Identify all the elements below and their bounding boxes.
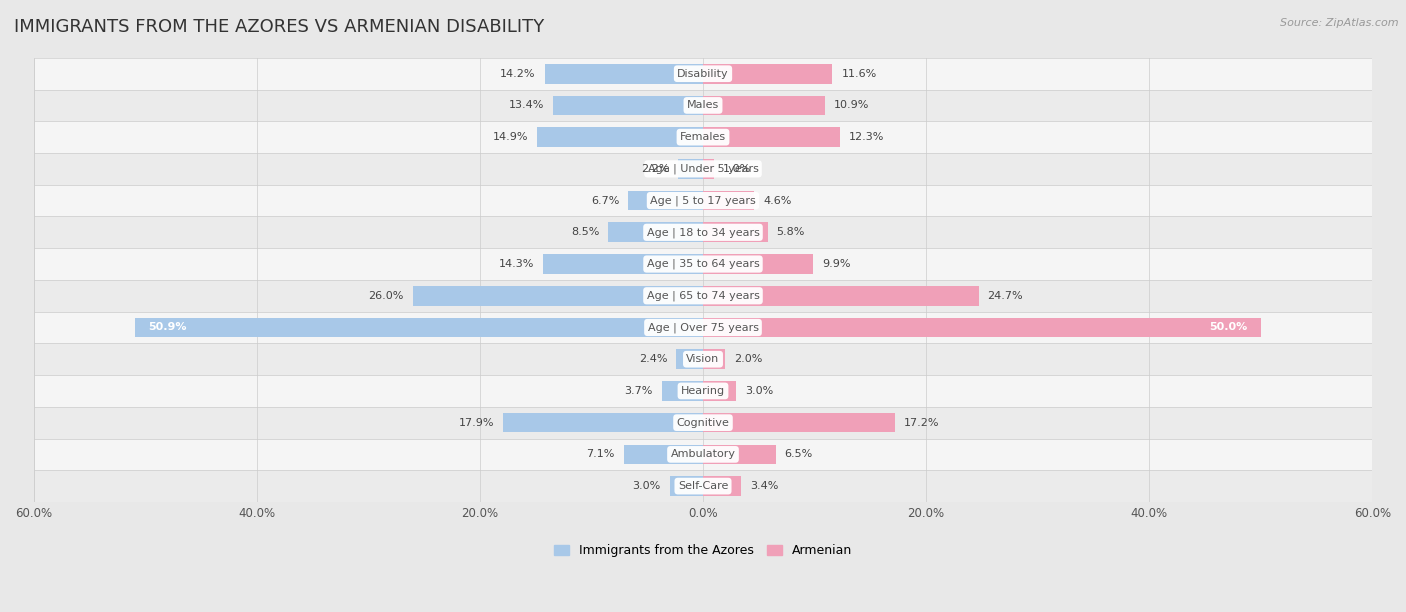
Bar — [703, 444, 776, 465]
Bar — [34, 280, 1372, 312]
Text: 8.5%: 8.5% — [571, 227, 599, 237]
Bar — [676, 349, 703, 369]
Bar — [34, 153, 1372, 185]
Bar — [703, 223, 768, 242]
Bar — [413, 286, 703, 305]
Text: 17.2%: 17.2% — [904, 417, 939, 428]
Bar — [537, 127, 703, 147]
Bar — [34, 217, 1372, 248]
Text: 2.2%: 2.2% — [641, 164, 669, 174]
Bar — [34, 121, 1372, 153]
Text: Age | 18 to 34 years: Age | 18 to 34 years — [647, 227, 759, 237]
Bar — [34, 407, 1372, 439]
Text: 3.7%: 3.7% — [624, 386, 652, 396]
Text: 24.7%: 24.7% — [987, 291, 1024, 300]
Bar — [624, 444, 703, 465]
Text: Ambulatory: Ambulatory — [671, 449, 735, 460]
Text: 6.5%: 6.5% — [785, 449, 813, 460]
Bar — [703, 127, 841, 147]
Text: 11.6%: 11.6% — [841, 69, 876, 79]
Bar — [34, 439, 1372, 470]
Text: Males: Males — [688, 100, 718, 110]
Bar — [34, 248, 1372, 280]
Bar — [34, 185, 1372, 217]
Text: 3.0%: 3.0% — [745, 386, 773, 396]
Bar — [34, 375, 1372, 407]
Text: Age | Over 75 years: Age | Over 75 years — [648, 323, 758, 333]
Text: Age | 35 to 64 years: Age | 35 to 64 years — [647, 259, 759, 269]
Text: 2.4%: 2.4% — [638, 354, 668, 364]
Text: 10.9%: 10.9% — [834, 100, 869, 110]
Legend: Immigrants from the Azores, Armenian: Immigrants from the Azores, Armenian — [550, 539, 856, 562]
Bar — [34, 89, 1372, 121]
Text: Vision: Vision — [686, 354, 720, 364]
Text: Females: Females — [681, 132, 725, 142]
Bar — [703, 381, 737, 401]
Bar — [544, 254, 703, 274]
Bar — [703, 286, 979, 305]
Text: 5.8%: 5.8% — [776, 227, 806, 237]
Text: 7.1%: 7.1% — [586, 449, 614, 460]
Text: Age | 5 to 17 years: Age | 5 to 17 years — [650, 195, 756, 206]
Bar — [628, 191, 703, 211]
Text: 9.9%: 9.9% — [823, 259, 851, 269]
Text: 4.6%: 4.6% — [763, 196, 792, 206]
Text: 14.9%: 14.9% — [492, 132, 527, 142]
Bar — [544, 64, 703, 83]
Bar — [703, 476, 741, 496]
Bar — [662, 381, 703, 401]
Text: Self-Care: Self-Care — [678, 481, 728, 491]
Bar — [703, 413, 894, 433]
Bar — [703, 191, 755, 211]
Text: IMMIGRANTS FROM THE AZORES VS ARMENIAN DISABILITY: IMMIGRANTS FROM THE AZORES VS ARMENIAN D… — [14, 18, 544, 36]
Bar — [135, 318, 703, 337]
Bar — [703, 318, 1261, 337]
Bar — [34, 58, 1372, 89]
Text: Age | 65 to 74 years: Age | 65 to 74 years — [647, 291, 759, 301]
Text: Hearing: Hearing — [681, 386, 725, 396]
Bar — [609, 223, 703, 242]
Bar — [703, 64, 832, 83]
Bar — [703, 95, 824, 115]
Text: 50.0%: 50.0% — [1209, 323, 1247, 332]
Bar — [679, 159, 703, 179]
Text: 6.7%: 6.7% — [591, 196, 619, 206]
Text: 14.2%: 14.2% — [501, 69, 536, 79]
Bar — [34, 343, 1372, 375]
Bar — [34, 312, 1372, 343]
Text: Age | Under 5 years: Age | Under 5 years — [648, 163, 758, 174]
Text: 17.9%: 17.9% — [458, 417, 495, 428]
Text: 3.4%: 3.4% — [749, 481, 779, 491]
Text: 13.4%: 13.4% — [509, 100, 544, 110]
Bar — [554, 95, 703, 115]
Text: 50.9%: 50.9% — [149, 323, 187, 332]
Bar — [503, 413, 703, 433]
Text: 3.0%: 3.0% — [633, 481, 661, 491]
Text: 2.0%: 2.0% — [734, 354, 762, 364]
Bar — [703, 349, 725, 369]
Text: 12.3%: 12.3% — [849, 132, 884, 142]
Text: Disability: Disability — [678, 69, 728, 79]
Text: Cognitive: Cognitive — [676, 417, 730, 428]
Text: 26.0%: 26.0% — [368, 291, 404, 300]
Text: 14.3%: 14.3% — [499, 259, 534, 269]
Bar — [703, 159, 714, 179]
Bar — [34, 470, 1372, 502]
Bar — [703, 254, 814, 274]
Text: Source: ZipAtlas.com: Source: ZipAtlas.com — [1281, 18, 1399, 28]
Text: 1.0%: 1.0% — [723, 164, 751, 174]
Bar — [669, 476, 703, 496]
